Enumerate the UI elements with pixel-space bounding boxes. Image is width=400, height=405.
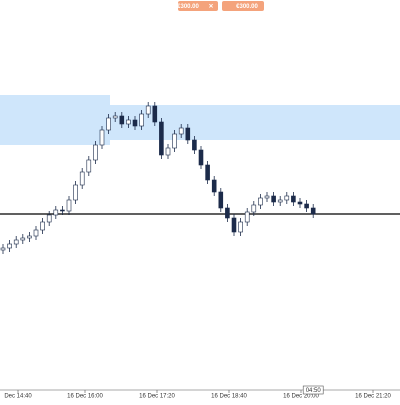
candle-body [119, 115, 125, 125]
zone [0, 95, 110, 145]
button-close[interactable]: ✕ [208, 3, 213, 10]
candle-body [7, 243, 12, 249]
candle-body [112, 115, 118, 119]
candle-body [27, 235, 32, 239]
x-tick-label: 16 Dec 16:00 [67, 394, 103, 400]
candle-body [172, 133, 177, 149]
candle-body [0, 247, 6, 251]
candle-body [33, 229, 39, 237]
candle-body [225, 207, 230, 219]
candle-body [291, 195, 296, 203]
candle-body [297, 201, 303, 205]
candle-body [159, 121, 164, 156]
candle-body [99, 129, 105, 146]
x-tick-label: 16 Dec 21:20 [355, 394, 391, 400]
candle-body [244, 211, 250, 223]
candle-body [310, 207, 316, 215]
candle-body [251, 204, 257, 213]
x-tick-label: 16 Dec 17:20 [139, 394, 175, 400]
candle-body [304, 203, 309, 209]
candle-body [46, 214, 52, 223]
candle-body [192, 139, 197, 151]
candle-body [93, 144, 98, 161]
button-label[interactable]: €300.00 [177, 4, 199, 10]
plot: Dec 14:40 16 Dec 16:00 16 Dec 17:20 16 Dec … [0, 95, 400, 400]
candle-body [139, 113, 144, 127]
button-label[interactable]: €300.00 [236, 4, 258, 10]
candle-body [53, 209, 59, 216]
candle-body [165, 147, 171, 156]
button-bg[interactable] [222, 1, 264, 11]
candle-body [106, 117, 111, 131]
candle-body [126, 119, 131, 125]
candle-body [40, 221, 45, 231]
x-tick-label: Dec 14:40 [4, 394, 32, 400]
candle-body [238, 221, 243, 233]
candle-body [185, 127, 191, 141]
candle-body [258, 197, 263, 206]
candle-body [86, 159, 92, 173]
candle-body [218, 191, 224, 209]
x-tick-label: 16 Dec 20:00 [283, 394, 319, 400]
button-bg[interactable] [178, 1, 218, 11]
countdown: 04:50 [306, 388, 322, 394]
candle-body [211, 179, 217, 193]
sell-button[interactable]: €300.00 [222, 1, 264, 11]
candle-body [73, 184, 78, 201]
candle-body [60, 209, 65, 212]
candle-body [198, 149, 204, 166]
candle-body [20, 237, 26, 241]
candle-body [271, 195, 276, 203]
buy-button[interactable]: €300.00 ✕ [177, 1, 218, 11]
candle-body [132, 119, 138, 127]
candle-body [145, 105, 151, 115]
countdown-box [302, 385, 324, 395]
candle-body [152, 105, 158, 123]
candle-body [66, 199, 72, 212]
candle-body [284, 195, 290, 201]
x-tick-label: 16 Dec 18:40 [211, 394, 247, 400]
candle-body [79, 171, 85, 186]
candle-body [231, 217, 237, 233]
candle-body [13, 239, 19, 245]
candle-body [264, 195, 270, 199]
candle-body [178, 127, 184, 135]
candle-body [277, 199, 283, 203]
zone [110, 105, 400, 140]
candle-body [205, 164, 210, 181]
